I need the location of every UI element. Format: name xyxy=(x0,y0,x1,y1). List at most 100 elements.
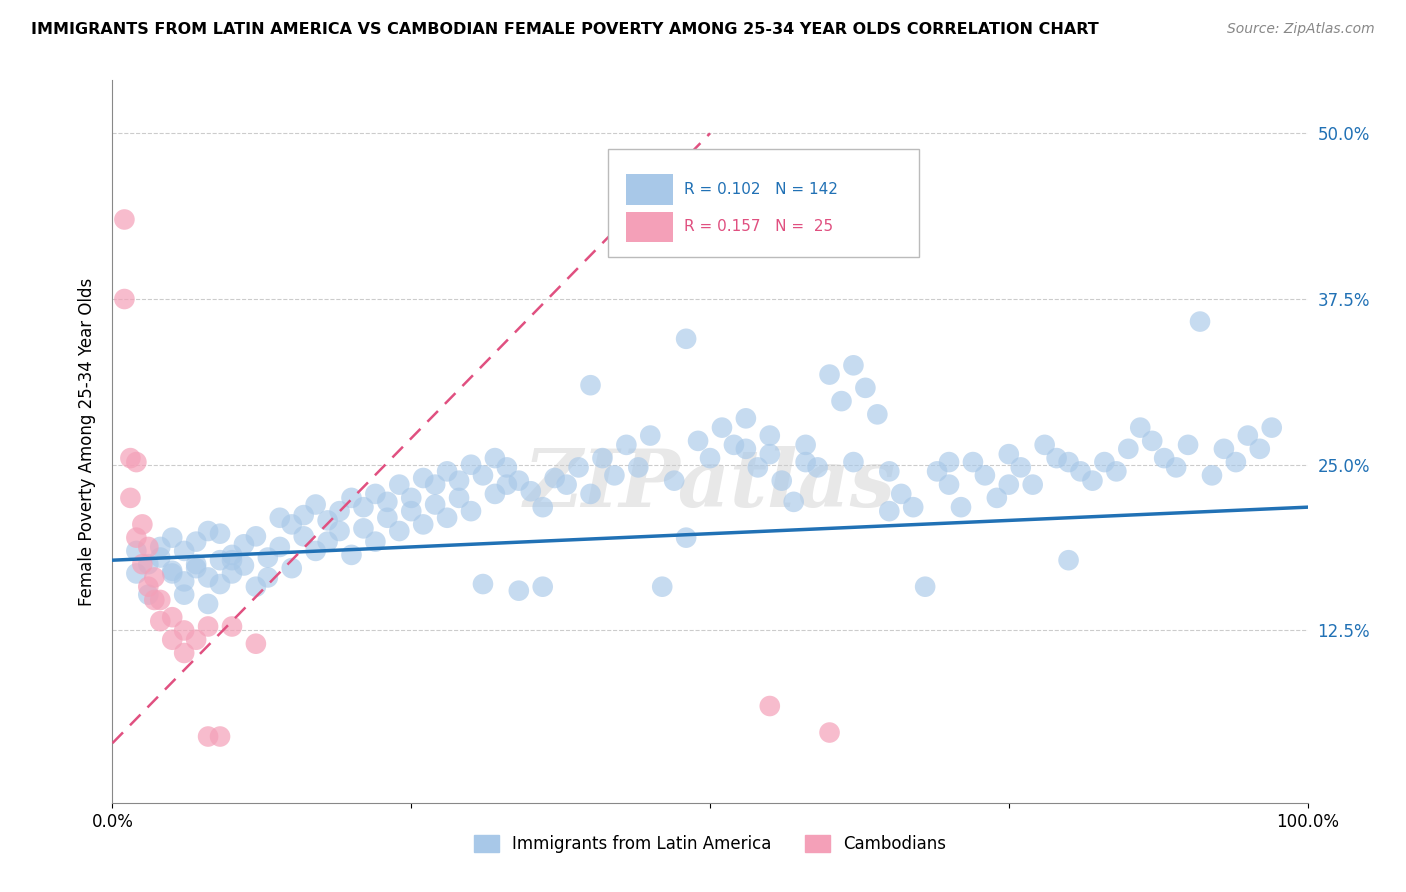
Immigrants from Latin America xyxy=(138,588,160,602)
Immigrants from Latin America xyxy=(818,368,841,382)
Immigrants from Latin America xyxy=(759,447,782,461)
Cambodians xyxy=(162,632,183,647)
Immigrants from Latin America xyxy=(149,540,172,554)
Immigrants from Latin America xyxy=(221,566,243,581)
Immigrants from Latin America xyxy=(986,491,1008,505)
Immigrants from Latin America xyxy=(675,332,697,346)
Immigrants from Latin America xyxy=(1057,553,1080,567)
Immigrants from Latin America xyxy=(807,460,830,475)
Cambodians xyxy=(143,593,166,607)
Immigrants from Latin America xyxy=(412,517,434,532)
Immigrants from Latin America xyxy=(950,500,973,515)
Immigrants from Latin America xyxy=(388,524,411,538)
Cambodians xyxy=(245,637,267,651)
Immigrants from Latin America xyxy=(759,428,782,442)
Immigrants from Latin America xyxy=(340,491,363,505)
Immigrants from Latin America xyxy=(460,458,482,472)
Immigrants from Latin America xyxy=(1166,460,1188,475)
Immigrants from Latin America xyxy=(640,428,662,442)
Cambodians xyxy=(131,557,153,571)
Cambodians xyxy=(221,619,243,633)
Immigrants from Latin America xyxy=(520,484,543,499)
Immigrants from Latin America xyxy=(257,570,280,584)
Cambodians xyxy=(114,212,135,227)
Immigrants from Latin America xyxy=(340,548,363,562)
Immigrants from Latin America xyxy=(603,468,626,483)
Immigrants from Latin America xyxy=(842,455,865,469)
Immigrants from Latin America xyxy=(221,548,243,562)
Immigrants from Latin America xyxy=(711,420,734,434)
Immigrants from Latin America xyxy=(221,553,243,567)
Cambodians xyxy=(120,491,142,505)
Immigrants from Latin America xyxy=(962,455,984,469)
Immigrants from Latin America xyxy=(568,460,591,475)
Cambodians xyxy=(162,610,183,624)
Immigrants from Latin America xyxy=(592,451,614,466)
Immigrants from Latin America xyxy=(472,468,495,483)
Immigrants from Latin America xyxy=(818,219,841,233)
Text: IMMIGRANTS FROM LATIN AMERICA VS CAMBODIAN FEMALE POVERTY AMONG 25-34 YEAR OLDS : IMMIGRANTS FROM LATIN AMERICA VS CAMBODI… xyxy=(31,22,1098,37)
Immigrants from Latin America xyxy=(186,561,208,575)
Immigrants from Latin America xyxy=(1177,438,1199,452)
Immigrants from Latin America xyxy=(149,550,172,565)
Immigrants from Latin America xyxy=(352,500,374,515)
Cambodians xyxy=(149,614,172,628)
Immigrants from Latin America xyxy=(292,529,315,543)
Immigrants from Latin America xyxy=(377,495,399,509)
Immigrants from Latin America xyxy=(1153,451,1175,466)
Text: Source: ZipAtlas.com: Source: ZipAtlas.com xyxy=(1227,22,1375,37)
Immigrants from Latin America xyxy=(664,474,686,488)
Immigrants from Latin America xyxy=(436,464,458,478)
Immigrants from Latin America xyxy=(472,577,495,591)
Cambodians xyxy=(138,580,160,594)
Immigrants from Latin America xyxy=(364,534,387,549)
Immigrants from Latin America xyxy=(125,566,148,581)
Cambodians xyxy=(818,725,841,739)
Immigrants from Latin America xyxy=(209,526,232,541)
Immigrants from Latin America xyxy=(1249,442,1271,456)
Immigrants from Latin America xyxy=(794,438,817,452)
Cambodians xyxy=(209,730,232,744)
Immigrants from Latin America xyxy=(269,510,291,524)
Immigrants from Latin America xyxy=(998,447,1021,461)
Immigrants from Latin America xyxy=(1201,468,1223,483)
Immigrants from Latin America xyxy=(831,394,853,409)
Immigrants from Latin America xyxy=(974,468,997,483)
Immigrants from Latin America xyxy=(927,464,949,478)
Immigrants from Latin America xyxy=(543,471,565,485)
Immigrants from Latin America xyxy=(842,359,865,373)
Immigrants from Latin America xyxy=(496,460,519,475)
Immigrants from Latin America xyxy=(173,544,195,558)
Immigrants from Latin America xyxy=(245,580,267,594)
FancyBboxPatch shape xyxy=(627,211,673,242)
Immigrants from Latin America xyxy=(1094,455,1116,469)
Immigrants from Latin America xyxy=(484,451,506,466)
Immigrants from Latin America xyxy=(675,531,697,545)
Immigrants from Latin America xyxy=(735,442,758,456)
Immigrants from Latin America xyxy=(914,580,936,594)
Immigrants from Latin America xyxy=(794,455,817,469)
Immigrants from Latin America xyxy=(879,464,901,478)
Immigrants from Latin America xyxy=(1070,464,1092,478)
Immigrants from Latin America xyxy=(1237,428,1260,442)
Cambodians xyxy=(197,730,219,744)
Immigrants from Latin America xyxy=(329,504,352,518)
Immigrants from Latin America xyxy=(197,570,219,584)
Immigrants from Latin America xyxy=(377,510,399,524)
Immigrants from Latin America xyxy=(903,500,925,515)
Immigrants from Latin America xyxy=(460,504,482,518)
Immigrants from Latin America xyxy=(269,540,291,554)
Cambodians xyxy=(125,455,148,469)
Immigrants from Latin America xyxy=(316,513,339,527)
Immigrants from Latin America xyxy=(1057,455,1080,469)
Immigrants from Latin America xyxy=(770,474,793,488)
Immigrants from Latin America xyxy=(1081,474,1104,488)
Immigrants from Latin America xyxy=(688,434,710,448)
Immigrants from Latin America xyxy=(233,537,256,551)
Immigrants from Latin America xyxy=(579,487,602,501)
Immigrants from Latin America xyxy=(173,574,195,589)
Immigrants from Latin America xyxy=(1261,420,1284,434)
Immigrants from Latin America xyxy=(938,477,960,491)
Immigrants from Latin America xyxy=(138,557,160,571)
Immigrants from Latin America xyxy=(1022,477,1045,491)
